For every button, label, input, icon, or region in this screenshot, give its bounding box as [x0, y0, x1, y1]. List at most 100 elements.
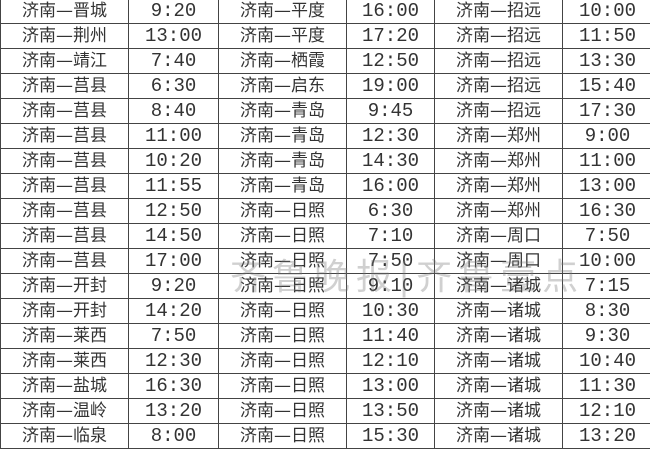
departure-time-cell: 9:45 — [346, 98, 435, 124]
departure-time-cell: 8:40 — [128, 98, 219, 124]
departure-time-cell: 6:30 — [128, 73, 219, 99]
table-row: 济南—莒县 11:00 济南—青岛 12:30 济南—郑州 9:00 — [0, 123, 650, 149]
route-cell: 济南—莒县 — [0, 98, 129, 124]
departure-time-cell: 9:30 — [562, 323, 650, 349]
departure-time-cell: 12:50 — [128, 198, 219, 224]
table-row: 济南—荆州 13:00 济南—平度 17:20 济南—招远 11:50 — [0, 23, 650, 49]
route-cell: 济南—日照 — [218, 373, 347, 399]
departure-time-cell: 16:00 — [346, 0, 435, 24]
table-row: 济南—莱西 7:50 济南—日照 11:40 济南—诸城 9:30 — [0, 323, 650, 349]
departure-time-cell: 12:30 — [128, 348, 219, 374]
route-cell: 济南—郑州 — [434, 198, 563, 224]
table-row: 济南—晋城 9:20 济南—平度 16:00 济南—招远 10:00 — [0, 0, 650, 24]
departure-time-cell: 11:40 — [346, 323, 435, 349]
route-cell: 济南—启东 — [218, 73, 347, 99]
departure-time-cell: 16:00 — [346, 173, 435, 199]
departure-time-cell: 11:00 — [128, 123, 219, 149]
route-cell: 济南—临泉 — [0, 423, 129, 449]
route-cell: 济南—开封 — [0, 298, 129, 324]
route-cell: 济南—青岛 — [218, 173, 347, 199]
departure-time-cell: 17:00 — [128, 248, 219, 274]
route-cell: 济南—盐城 — [0, 373, 129, 399]
table-row: 济南—莒县 6:30 济南—启东 19:00 济南—招远 15:40 — [0, 73, 650, 99]
route-cell: 济南—诸城 — [434, 298, 563, 324]
departure-time-cell: 7:50 — [346, 248, 435, 274]
departure-time-cell: 14:20 — [128, 298, 219, 324]
route-cell: 济南—莒县 — [0, 148, 129, 174]
route-cell: 济南—诸城 — [434, 373, 563, 399]
route-cell: 济南—莒县 — [0, 248, 129, 274]
departure-time-cell: 12:10 — [562, 398, 650, 424]
route-cell: 济南—莱西 — [0, 323, 129, 349]
departure-time-cell: 10:00 — [562, 0, 650, 24]
route-cell: 济南—莒县 — [0, 198, 129, 224]
departure-time-cell: 11:30 — [562, 373, 650, 399]
departure-time-cell: 13:30 — [562, 48, 650, 74]
departure-time-cell: 15:30 — [346, 423, 435, 449]
departure-time-cell: 12:10 — [346, 348, 435, 374]
route-cell: 济南—日照 — [218, 398, 347, 424]
departure-time-cell: 17:30 — [562, 98, 650, 124]
table-row: 济南—莒县 12:50 济南—日照 6:30 济南—郑州 16:30 — [0, 198, 650, 224]
departure-time-cell: 11:50 — [562, 23, 650, 49]
route-cell: 济南—诸城 — [434, 323, 563, 349]
route-cell: 济南—青岛 — [218, 148, 347, 174]
route-cell: 济南—日照 — [218, 273, 347, 299]
table-row: 济南—开封 14:20 济南—日照 10:30 济南—诸城 8:30 — [0, 298, 650, 324]
departure-time-cell: 19:00 — [346, 73, 435, 99]
departure-time-cell: 7:50 — [128, 323, 219, 349]
route-cell: 济南—郑州 — [434, 173, 563, 199]
route-cell: 济南—诸城 — [434, 423, 563, 449]
route-cell: 济南—郑州 — [434, 123, 563, 149]
table-row: 济南—莒县 17:00 济南—日照 7:50 济南—周口 10:00 — [0, 248, 650, 274]
departure-time-cell: 14:30 — [346, 148, 435, 174]
route-cell: 济南—青岛 — [218, 98, 347, 124]
route-cell: 济南—青岛 — [218, 123, 347, 149]
departure-time-cell: 14:50 — [128, 223, 219, 249]
departure-time-cell: 17:20 — [346, 23, 435, 49]
route-cell: 济南—招远 — [434, 0, 563, 24]
table-row: 济南—靖江 7:40 济南—栖霞 12:50 济南—招远 13:30 — [0, 48, 650, 74]
route-cell: 济南—日照 — [218, 423, 347, 449]
departure-time-cell: 13:50 — [346, 398, 435, 424]
departure-time-cell: 13:00 — [346, 373, 435, 399]
table-row: 济南—盐城 16:30 济南—日照 13:00 济南—诸城 11:30 — [0, 373, 650, 399]
departure-time-cell: 13:20 — [128, 398, 219, 424]
table-row: 济南—临泉 8:00 济南—日照 15:30 济南—诸城 13:20 — [0, 423, 650, 449]
route-cell: 济南—诸城 — [434, 273, 563, 299]
table-row: 济南—莒县 11:55 济南—青岛 16:00 济南—郑州 13:00 — [0, 173, 650, 199]
route-cell: 济南—日照 — [218, 323, 347, 349]
route-cell: 济南—日照 — [218, 198, 347, 224]
departure-time-cell: 7:15 — [562, 273, 650, 299]
route-cell: 济南—招远 — [434, 73, 563, 99]
departure-time-cell: 13:20 — [562, 423, 650, 449]
route-cell: 济南—诸城 — [434, 398, 563, 424]
route-cell: 济南—诸城 — [434, 348, 563, 374]
departure-time-cell: 10:30 — [346, 298, 435, 324]
departure-time-cell: 15:40 — [562, 73, 650, 99]
route-cell: 济南—开封 — [0, 273, 129, 299]
departure-time-cell: 11:00 — [562, 148, 650, 174]
route-cell: 济南—郑州 — [434, 148, 563, 174]
departure-time-cell: 10:00 — [562, 248, 650, 274]
departure-time-cell: 13:00 — [562, 173, 650, 199]
route-cell: 济南—平度 — [218, 0, 347, 24]
route-cell: 济南—莒县 — [0, 223, 129, 249]
departure-time-cell: 16:30 — [128, 373, 219, 399]
route-cell: 济南—招远 — [434, 23, 563, 49]
table-row: 济南—开封 9:20 济南—日照 9:10 济南—诸城 7:15 — [0, 273, 650, 299]
departure-time-cell: 10:40 — [562, 348, 650, 374]
route-cell: 济南—平度 — [218, 23, 347, 49]
table-row: 济南—温岭 13:20 济南—日照 13:50 济南—诸城 12:10 — [0, 398, 650, 424]
route-cell: 济南—栖霞 — [218, 48, 347, 74]
route-cell: 济南—莒县 — [0, 123, 129, 149]
route-cell: 济南—招远 — [434, 98, 563, 124]
departure-time-cell: 7:40 — [128, 48, 219, 74]
departure-time-cell: 9:20 — [128, 0, 219, 24]
departure-time-cell: 7:50 — [562, 223, 650, 249]
route-cell: 济南—日照 — [218, 298, 347, 324]
route-cell: 济南—周口 — [434, 248, 563, 274]
route-cell: 济南—莒县 — [0, 73, 129, 99]
